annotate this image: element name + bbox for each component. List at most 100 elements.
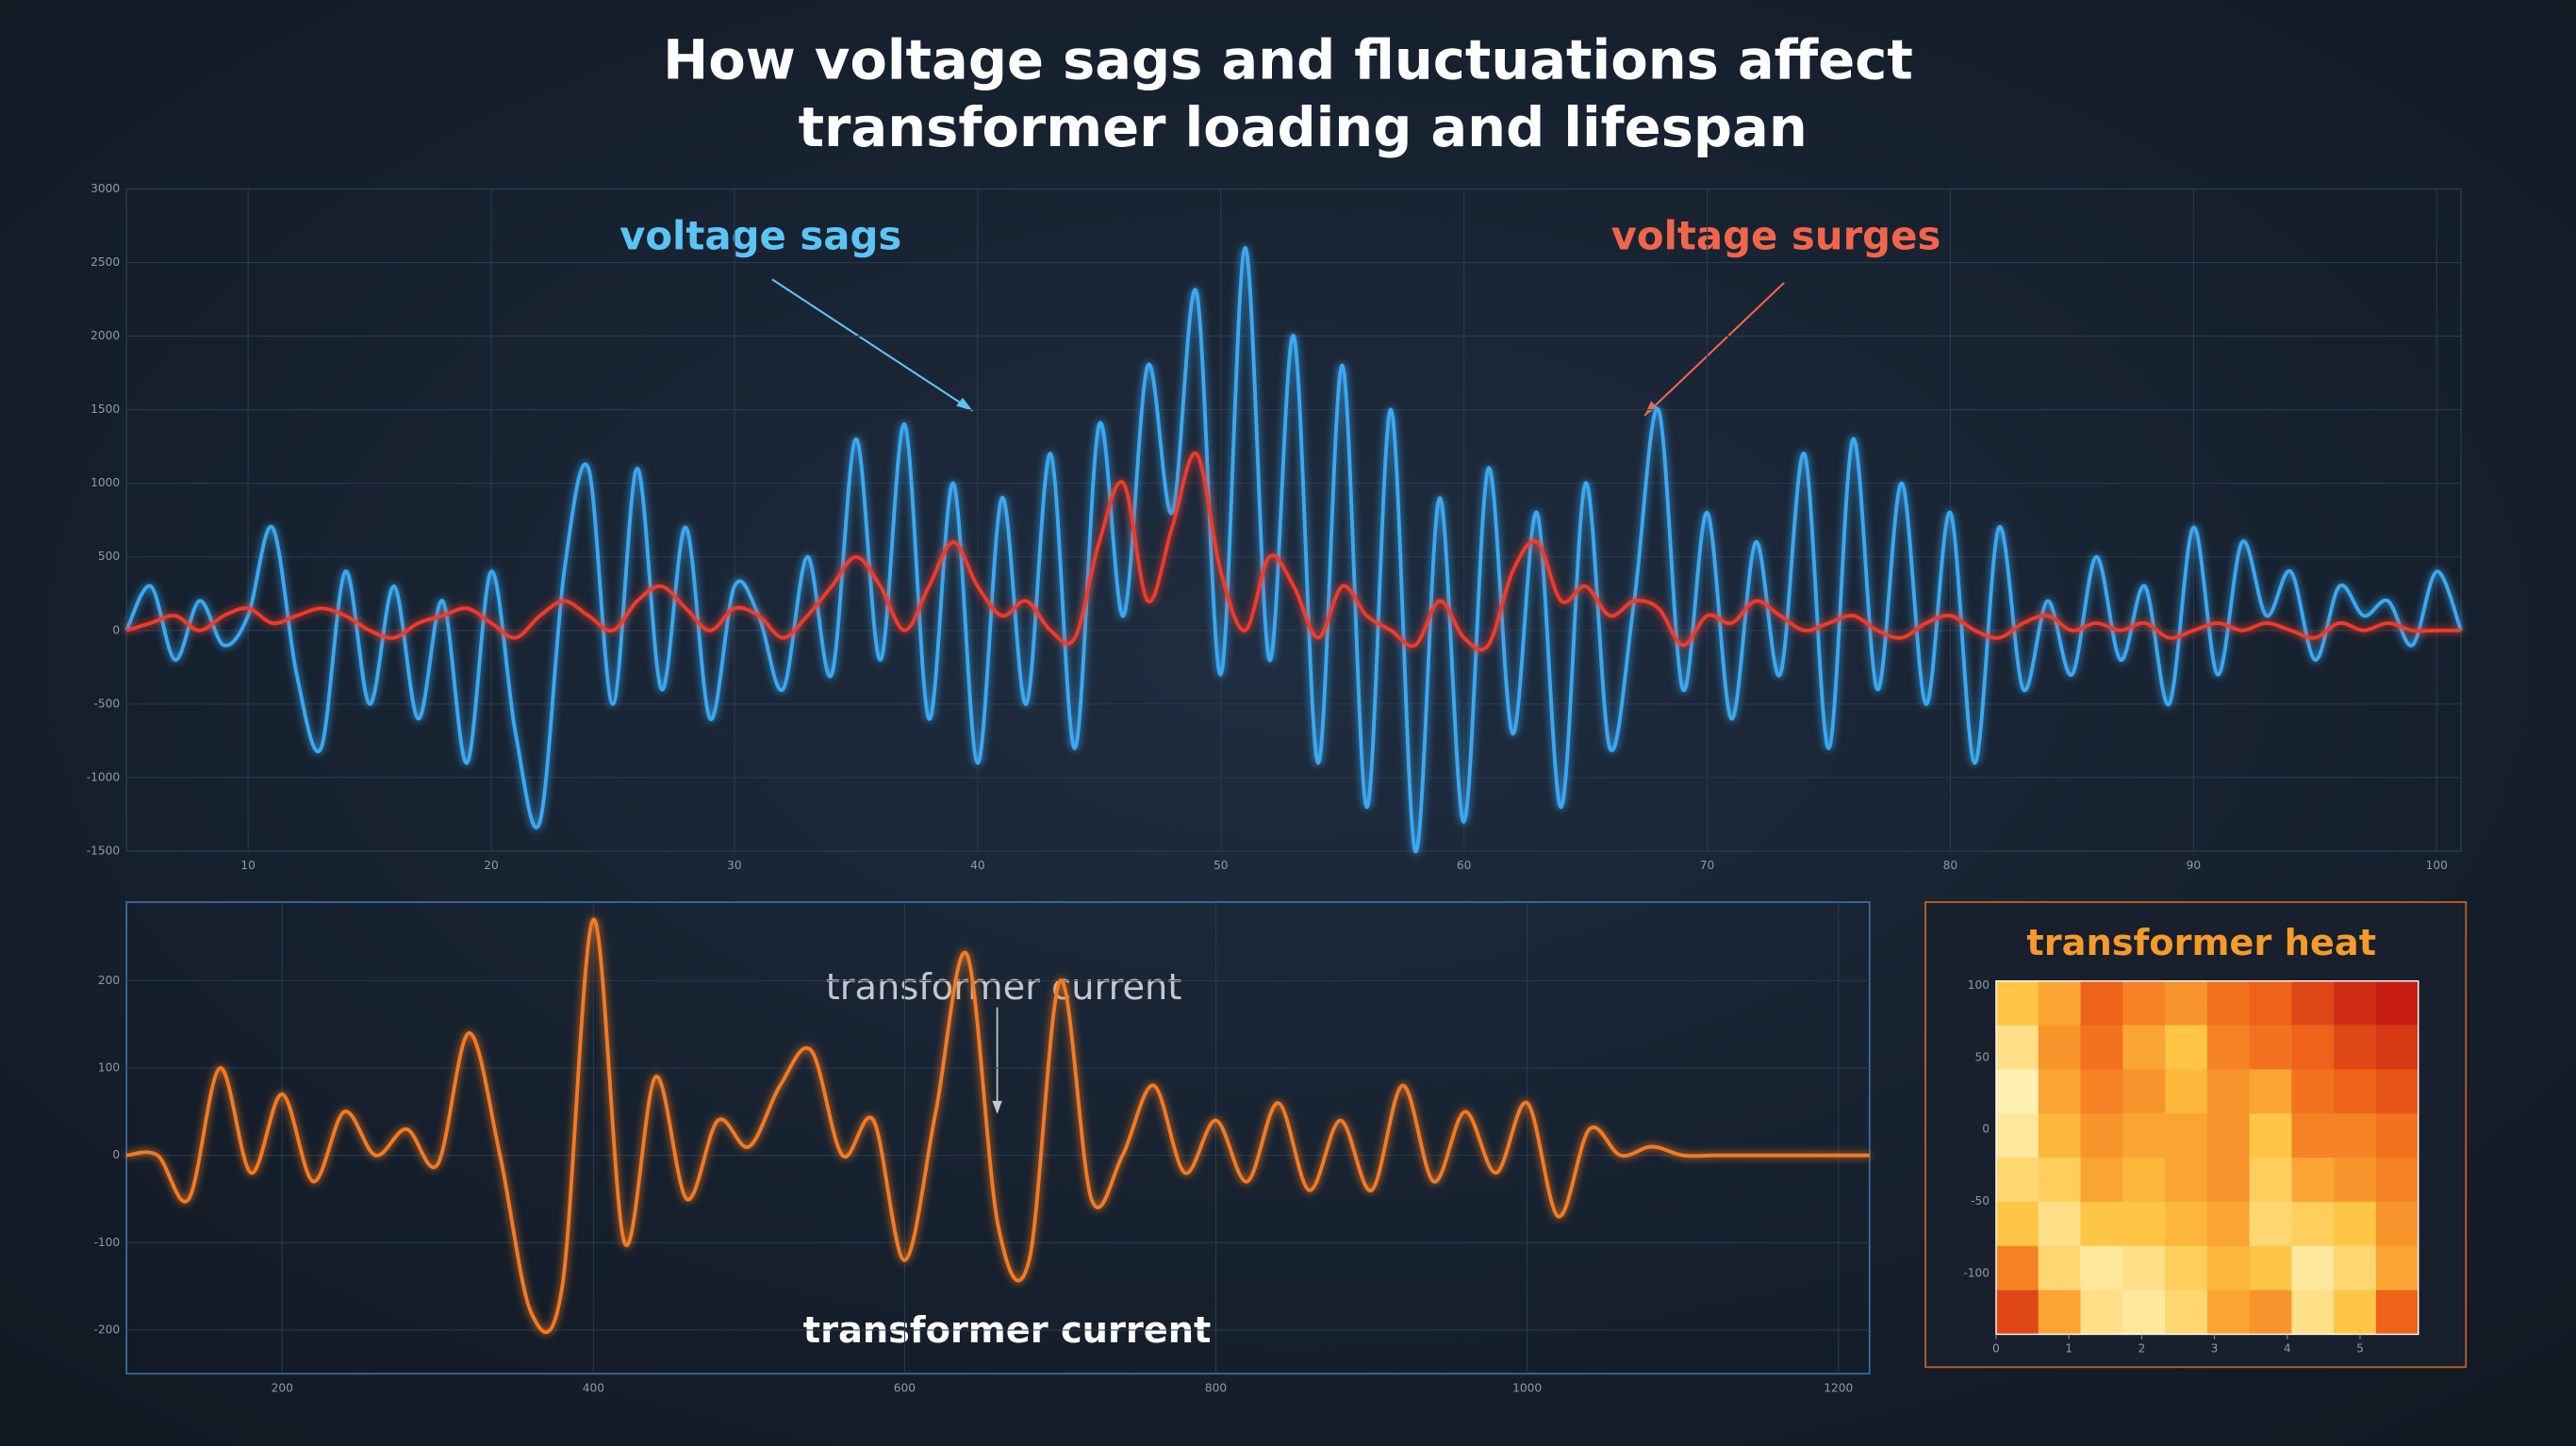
heat-cell <box>2291 1201 2335 1247</box>
heat-cell <box>1995 1113 2039 1158</box>
x-tick-label: 1 <box>2065 1342 2072 1356</box>
annotation: transformer current <box>826 966 1182 1009</box>
heat-cell <box>2038 980 2082 1027</box>
x-tick-label: 80 <box>1943 859 1958 872</box>
heat-cell <box>2206 1290 2251 1335</box>
heat-cell <box>2038 1245 2082 1291</box>
heat-cell <box>2165 1025 2208 1070</box>
y-tick-label: -100 <box>1963 1267 1990 1280</box>
heat-cell <box>2122 1158 2166 1203</box>
title-line: How voltage sags and fluctuations affect <box>663 29 1913 92</box>
annotation: voltage sags <box>619 212 901 258</box>
y-tick-label: -1500 <box>87 844 120 857</box>
heat-cell <box>2080 1069 2123 1114</box>
heat-cell <box>2165 1113 2208 1158</box>
y-tick-label: 2000 <box>91 329 120 342</box>
heat-cell <box>2080 980 2123 1027</box>
heat-cell <box>2334 1025 2377 1070</box>
heat-cell <box>2122 1201 2166 1247</box>
y-tick-label: -100 <box>94 1236 121 1249</box>
heat-cell <box>2334 1245 2377 1291</box>
y-tick-label: 3000 <box>91 182 120 195</box>
heat-cell <box>2334 1069 2377 1114</box>
heat-cell <box>2291 980 2335 1027</box>
heat-cell <box>2080 1025 2123 1070</box>
x-tick-label: 3 <box>2211 1342 2219 1356</box>
heat-cell <box>1995 1025 2039 1070</box>
heat-cell <box>2249 1158 2292 1203</box>
heat-cell <box>2122 1069 2166 1114</box>
heat-cell <box>2038 1069 2082 1114</box>
heat-cell <box>2038 1113 2082 1158</box>
x-tick-label: 10 <box>240 859 256 872</box>
y-tick-label: 200 <box>98 974 120 987</box>
heat-cell <box>2080 1158 2123 1203</box>
annotation: voltage surges <box>1611 212 1941 258</box>
heat-cell <box>2375 1245 2419 1291</box>
y-tick-label: 0 <box>112 623 120 636</box>
y-tick-label: -500 <box>94 697 121 710</box>
heat-cell <box>2206 980 2251 1027</box>
heat-cell <box>2080 1290 2123 1335</box>
heat-cell <box>2206 1025 2251 1070</box>
heat-cell <box>2291 1290 2335 1335</box>
x-tick-label: 5 <box>2356 1342 2364 1356</box>
y-tick-label: -200 <box>94 1323 121 1336</box>
heat-cell <box>2334 1290 2377 1335</box>
x-tick-label: 30 <box>727 859 742 872</box>
heat-cell <box>2291 1069 2335 1114</box>
arrow-head <box>1644 401 1659 417</box>
heat-cell <box>2291 1245 2335 1291</box>
heat-cell <box>2038 1158 2082 1203</box>
x-tick-label: 50 <box>1214 859 1229 872</box>
heat-cell <box>2249 1290 2292 1335</box>
heat-cell <box>2249 1025 2292 1070</box>
heat-cell <box>2249 1113 2292 1158</box>
heat-cell <box>2165 1069 2208 1114</box>
y-tick-label: 0 <box>1982 1123 1990 1136</box>
x-tick-label: 60 <box>1457 859 1472 872</box>
heat-cell <box>2038 1025 2082 1070</box>
heat-cell <box>2080 1113 2123 1158</box>
heat-cell <box>2122 980 2166 1027</box>
y-tick-label: 100 <box>98 1061 120 1075</box>
title-line: transformer loading and lifespan <box>799 96 1808 159</box>
heat-cell <box>2334 1201 2377 1247</box>
heat-frame <box>1995 979 2419 1336</box>
x-tick-label: 2 <box>2138 1342 2145 1356</box>
heat-cell <box>1995 1069 2039 1114</box>
heat-cell <box>2375 1290 2419 1335</box>
x-tick-label: 1000 <box>1512 1381 1542 1394</box>
heat-cell <box>2038 1201 2082 1247</box>
heat-cell <box>2165 1201 2208 1247</box>
annotation: transformer current <box>803 1309 1212 1352</box>
arrow-head <box>956 397 973 411</box>
heat-cell <box>2249 1245 2292 1291</box>
heat-cell <box>2165 980 2208 1027</box>
x-tick-label: 1200 <box>1824 1381 1853 1394</box>
x-tick-label: 800 <box>1205 1381 1227 1394</box>
x-tick-label: 200 <box>272 1381 293 1394</box>
x-tick-label: 0 <box>1992 1342 2000 1356</box>
y-tick-label: 0 <box>112 1148 120 1161</box>
heat-cell <box>1995 980 2039 1027</box>
heat-cell <box>2375 1069 2419 1114</box>
heat-cell <box>2206 1245 2251 1291</box>
heat-cell <box>2291 1025 2335 1070</box>
heat-cell <box>2165 1290 2208 1335</box>
heat-cell <box>2165 1245 2208 1291</box>
heat-cell <box>1995 1158 2039 1203</box>
heat-cell <box>2206 1201 2251 1247</box>
x-tick-label: 400 <box>583 1381 604 1394</box>
heat-cell <box>2375 980 2419 1027</box>
heat-cell <box>2122 1290 2166 1335</box>
heat-cell <box>1995 1201 2039 1247</box>
panel-frame <box>125 901 1871 1375</box>
heat-cell <box>2334 1158 2377 1203</box>
x-tick-label: 100 <box>2426 859 2448 872</box>
y-tick-label: 1000 <box>91 476 120 489</box>
arrow-head <box>992 1100 1002 1114</box>
y-tick-label: 2500 <box>91 255 120 269</box>
heat-cell <box>2249 1201 2292 1247</box>
